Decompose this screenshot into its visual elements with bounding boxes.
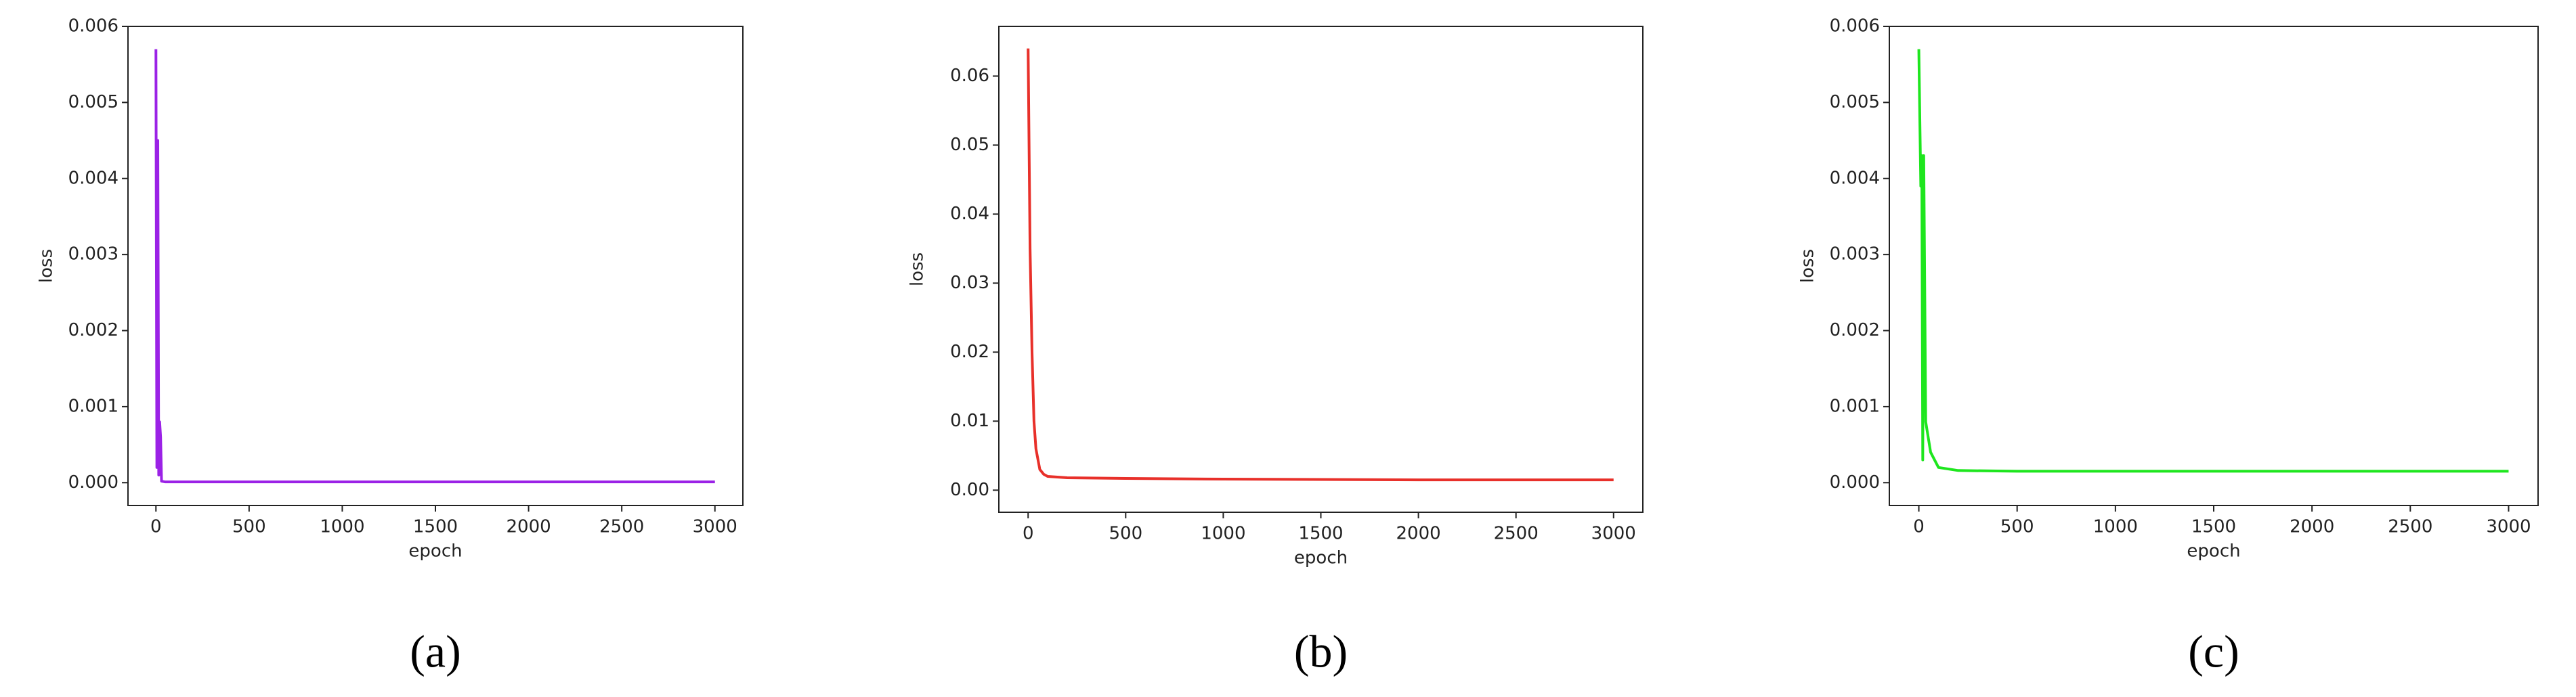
y-tick-label: 0.03 <box>950 273 989 293</box>
x-tick-label: 2000 <box>1396 524 1441 544</box>
loss-line <box>154 49 715 484</box>
x-tick-label: 2500 <box>599 517 644 537</box>
x-tick-label: 1500 <box>1298 524 1343 544</box>
x-tick-label: 1000 <box>2093 517 2138 537</box>
x-tick-label: 3000 <box>693 517 737 537</box>
x-tick-label: 500 <box>1109 524 1142 544</box>
x-tick-label: 1000 <box>1201 524 1245 544</box>
y-tick-label: 0.05 <box>950 135 989 155</box>
x-tick-label: 2000 <box>506 517 551 537</box>
x-tick-label: 1000 <box>320 517 364 537</box>
x-axis-label: epoch <box>408 541 462 562</box>
x-axis-label: epoch <box>1294 548 1348 568</box>
y-tick-label: 0.001 <box>1830 396 1880 416</box>
loss-line <box>1027 48 1614 482</box>
y-tick-label: 0.02 <box>950 342 989 362</box>
x-axis-label: epoch <box>2187 541 2240 562</box>
x-tick-label: 2000 <box>2290 517 2334 537</box>
caption: (a) <box>410 626 460 677</box>
y-tick-label: 0.004 <box>68 168 119 188</box>
y-tick-label: 0.000 <box>1830 472 1880 493</box>
y-tick-label: 0.006 <box>68 16 119 37</box>
y-tick-label: 0.004 <box>1830 168 1880 188</box>
plot-frame <box>1889 26 2539 506</box>
x-tick-label: 500 <box>232 517 266 537</box>
y-tick-label: 0.000 <box>68 472 119 493</box>
y-tick-label: 0.04 <box>950 204 989 224</box>
x-tick-label: 1500 <box>2191 517 2236 537</box>
x-tick-label: 1500 <box>413 517 458 537</box>
y-tick-label: 0.005 <box>68 92 119 112</box>
y-tick-label: 0.00 <box>950 480 989 500</box>
y-axis-label: loss <box>907 252 928 286</box>
caption: (c) <box>2188 626 2239 677</box>
y-tick-label: 0.06 <box>950 66 989 86</box>
x-tick-label: 0 <box>150 517 162 537</box>
y-tick-label: 0.01 <box>950 411 989 431</box>
caption: (b) <box>1294 626 1348 677</box>
x-tick-label: 500 <box>2000 517 2034 537</box>
plot-frame <box>998 26 1644 513</box>
x-tick-label: 3000 <box>1591 524 1636 544</box>
x-tick-label: 2500 <box>1494 524 1539 544</box>
y-tick-label: 0.006 <box>1830 16 1880 37</box>
y-axis-label: loss <box>37 249 57 283</box>
plot-frame <box>127 26 744 506</box>
y-tick-label: 0.001 <box>68 396 119 416</box>
x-tick-label: 2500 <box>2388 517 2432 537</box>
y-tick-label: 0.003 <box>68 244 119 265</box>
x-tick-label: 0 <box>1913 517 1925 537</box>
y-tick-label: 0.005 <box>1830 92 1880 112</box>
y-tick-label: 0.002 <box>1830 320 1880 340</box>
loss-line <box>1917 49 2509 473</box>
x-tick-label: 0 <box>1023 524 1034 544</box>
x-tick-label: 3000 <box>2486 517 2531 537</box>
y-tick-label: 0.002 <box>68 320 119 340</box>
y-tick-label: 0.003 <box>1830 244 1880 265</box>
y-axis-label: loss <box>1798 249 1818 283</box>
